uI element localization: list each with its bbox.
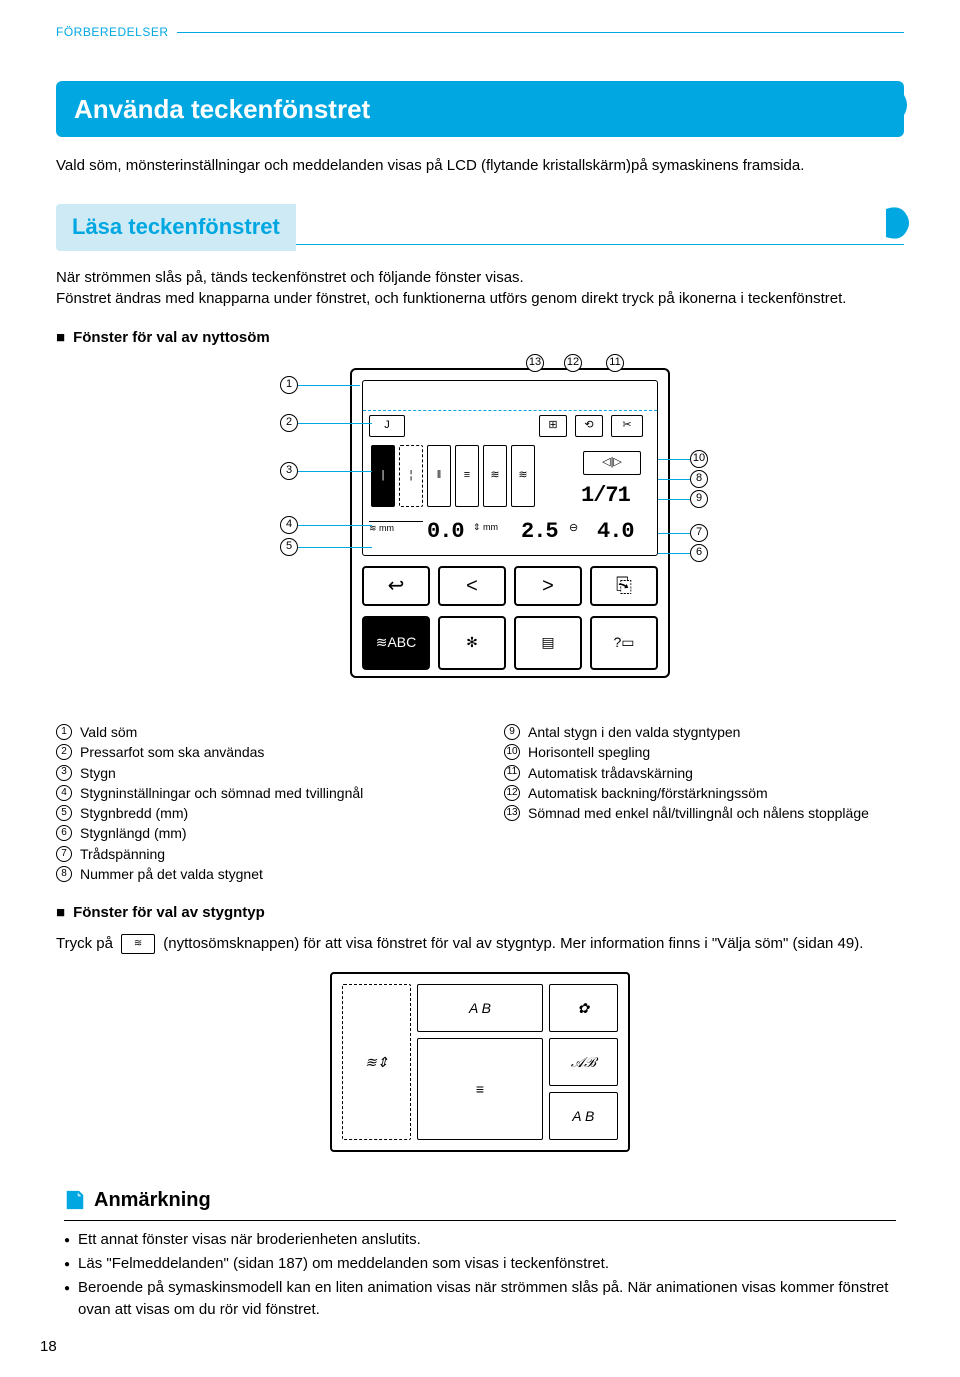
- memory-button[interactable]: ▤: [514, 616, 582, 670]
- stitch-category: ≡: [417, 1038, 542, 1140]
- length-setting: ⇕ mm: [473, 521, 521, 549]
- section-label: FÖRBEREDELSER: [56, 24, 177, 41]
- back-button[interactable]: ↩: [362, 566, 430, 606]
- tension-setting: ⊖: [569, 521, 595, 549]
- settings-button[interactable]: ✻: [438, 616, 506, 670]
- lcd-frame: J ⊞ ⟲ ✂ | ¦ ‖ ≡ ≋ ≋ ◁|▷ 1/71 ≋ mm 0.0 ⇕ …: [350, 368, 670, 678]
- subsection-title: Läsa teckenfönstret: [56, 204, 296, 251]
- legend-item: 6Stygnlängd (mm): [56, 823, 456, 843]
- stitch-category: 𝒜ℬ: [549, 1038, 618, 1086]
- page-title: Använda teckenfönstret: [74, 94, 370, 124]
- width-value: 0.0: [427, 517, 464, 548]
- note-rule: [64, 1220, 896, 1221]
- stitch-category: A B: [417, 984, 542, 1032]
- legend-item: 2Pressarfot som ska användas: [56, 742, 456, 762]
- mirror-icon: ◁|▷: [583, 451, 641, 475]
- prev-button[interactable]: <: [438, 566, 506, 606]
- stitch-count: 1/71: [581, 481, 630, 512]
- threadcut-icon: ✂: [611, 415, 643, 437]
- callout-8: 8: [690, 470, 708, 488]
- tab-icon: [886, 204, 924, 242]
- length-value: 2.5: [521, 517, 558, 548]
- legend-item: 12Automatisk backning/förstärkningssöm: [504, 783, 904, 803]
- subsection-para: När strömmen slås på, tänds teckenfönstr…: [56, 267, 904, 309]
- block1-heading: Fönster för val av nyttosöm: [56, 327, 904, 348]
- callout-4: 4: [280, 516, 298, 534]
- stitch-tile: ≋: [483, 445, 507, 507]
- note-icon: [64, 1189, 86, 1211]
- block2-para: Tryck på ≋ (nyttosömsknappen) för att vi…: [56, 933, 904, 954]
- nav-row: ↩ < > ⎘: [362, 566, 658, 606]
- intro-text: Vald söm, mönsterinställningar och medde…: [56, 155, 904, 176]
- lcd-topbar: [363, 381, 657, 411]
- note-item: Läs "Felmeddelanden" (sidan 187) om medd…: [64, 1253, 896, 1275]
- stitch-category: ≋⇕: [342, 984, 411, 1140]
- callout-5: 5: [280, 538, 298, 556]
- callout-1: 1: [280, 376, 298, 394]
- page-number: 18: [40, 1336, 57, 1357]
- section-header: FÖRBEREDELSER: [56, 0, 904, 41]
- note-title: Anmärkning: [64, 1186, 896, 1214]
- utility-stitch-button[interactable]: ≋ABC: [362, 616, 430, 670]
- lcd-diagram: 1 2 3 4 5 10 8 9 7 6 13 12 11 J ⊞ ⟲: [56, 358, 904, 698]
- width-setting: ≋ mm: [369, 521, 423, 549]
- callout-9: 9: [690, 490, 708, 508]
- legend-item: 3Stygn: [56, 763, 456, 783]
- reinforce-icon: ⟲: [575, 415, 603, 437]
- legend-item: 8Nummer på det valda stygnet: [56, 864, 456, 884]
- stitch-category: A B: [549, 1092, 618, 1140]
- legend-item: 7Trådspänning: [56, 844, 456, 864]
- save-button[interactable]: ⎘: [590, 566, 658, 606]
- note-item: Beroende på symaskinsmodell kan en liten…: [64, 1277, 896, 1321]
- help-button[interactable]: ?▭: [590, 616, 658, 670]
- stitch-type-diagram: ≋⇕ A B ✿ 𝒜ℬ ≡ A B: [56, 972, 904, 1152]
- legend-item: 13Sömnad med enkel nål/tvillingnål och n…: [504, 803, 904, 823]
- legend-item: 4Stygninställningar och sömnad med tvill…: [56, 783, 456, 803]
- legend-item: 11Automatisk trådavskärning: [504, 763, 904, 783]
- note-item: Ett annat fönster visas när broderienhet…: [64, 1229, 896, 1251]
- stitch-tile: ≡: [455, 445, 479, 507]
- subsection-rule: [296, 204, 904, 251]
- utility-stitch-icon: ≋: [121, 934, 155, 954]
- callout-11: 11: [606, 354, 624, 372]
- legend: 1Vald söm 2Pressarfot som ska användas 3…: [56, 722, 904, 884]
- tension-value: 4.0: [597, 517, 634, 548]
- lcd-screen: J ⊞ ⟲ ✂ | ¦ ‖ ≡ ≋ ≋ ◁|▷ 1/71 ≋ mm 0.0 ⇕ …: [362, 380, 658, 556]
- header-rule: [177, 32, 904, 33]
- callout-12: 12: [564, 354, 582, 372]
- callout-6: 6: [690, 544, 708, 562]
- needle-mode-icon: ⊞: [539, 415, 567, 437]
- legend-item: 9Antal stygn i den valda stygntypen: [504, 722, 904, 742]
- subsection-banner: Läsa teckenfönstret: [56, 204, 904, 251]
- next-button[interactable]: >: [514, 566, 582, 606]
- mode-row: ≋ABC ✻ ▤ ?▭: [362, 616, 658, 670]
- stitch-tile: ≋: [511, 445, 535, 507]
- note-list: Ett annat fönster visas när broderienhet…: [64, 1229, 896, 1320]
- callout-7: 7: [690, 524, 708, 542]
- tab-icon: [880, 83, 924, 127]
- block2-heading: Fönster för val av stygntyp: [56, 902, 904, 923]
- legend-item: 10Horisontell spegling: [504, 742, 904, 762]
- stitch-tile-selected: |: [371, 445, 395, 507]
- callout-2: 2: [280, 414, 298, 432]
- note-box: Anmärkning Ett annat fönster visas när b…: [64, 1186, 896, 1320]
- legend-item: 1Vald söm: [56, 722, 456, 742]
- callout-10: 10: [690, 450, 708, 468]
- stitch-tile: ¦: [399, 445, 423, 507]
- legend-item: 5Stygnbredd (mm): [56, 803, 456, 823]
- presserfoot-indicator: J: [369, 415, 405, 437]
- legend-left: 1Vald söm 2Pressarfot som ska användas 3…: [56, 722, 456, 884]
- stitch-tile: ‖: [427, 445, 451, 507]
- stitch-category: ✿: [549, 984, 618, 1032]
- callout-3: 3: [280, 462, 298, 480]
- page-title-banner: Använda teckenfönstret: [56, 81, 904, 137]
- legend-right: 9Antal stygn i den valda stygntypen 10Ho…: [504, 722, 904, 884]
- callout-13: 13: [526, 354, 544, 372]
